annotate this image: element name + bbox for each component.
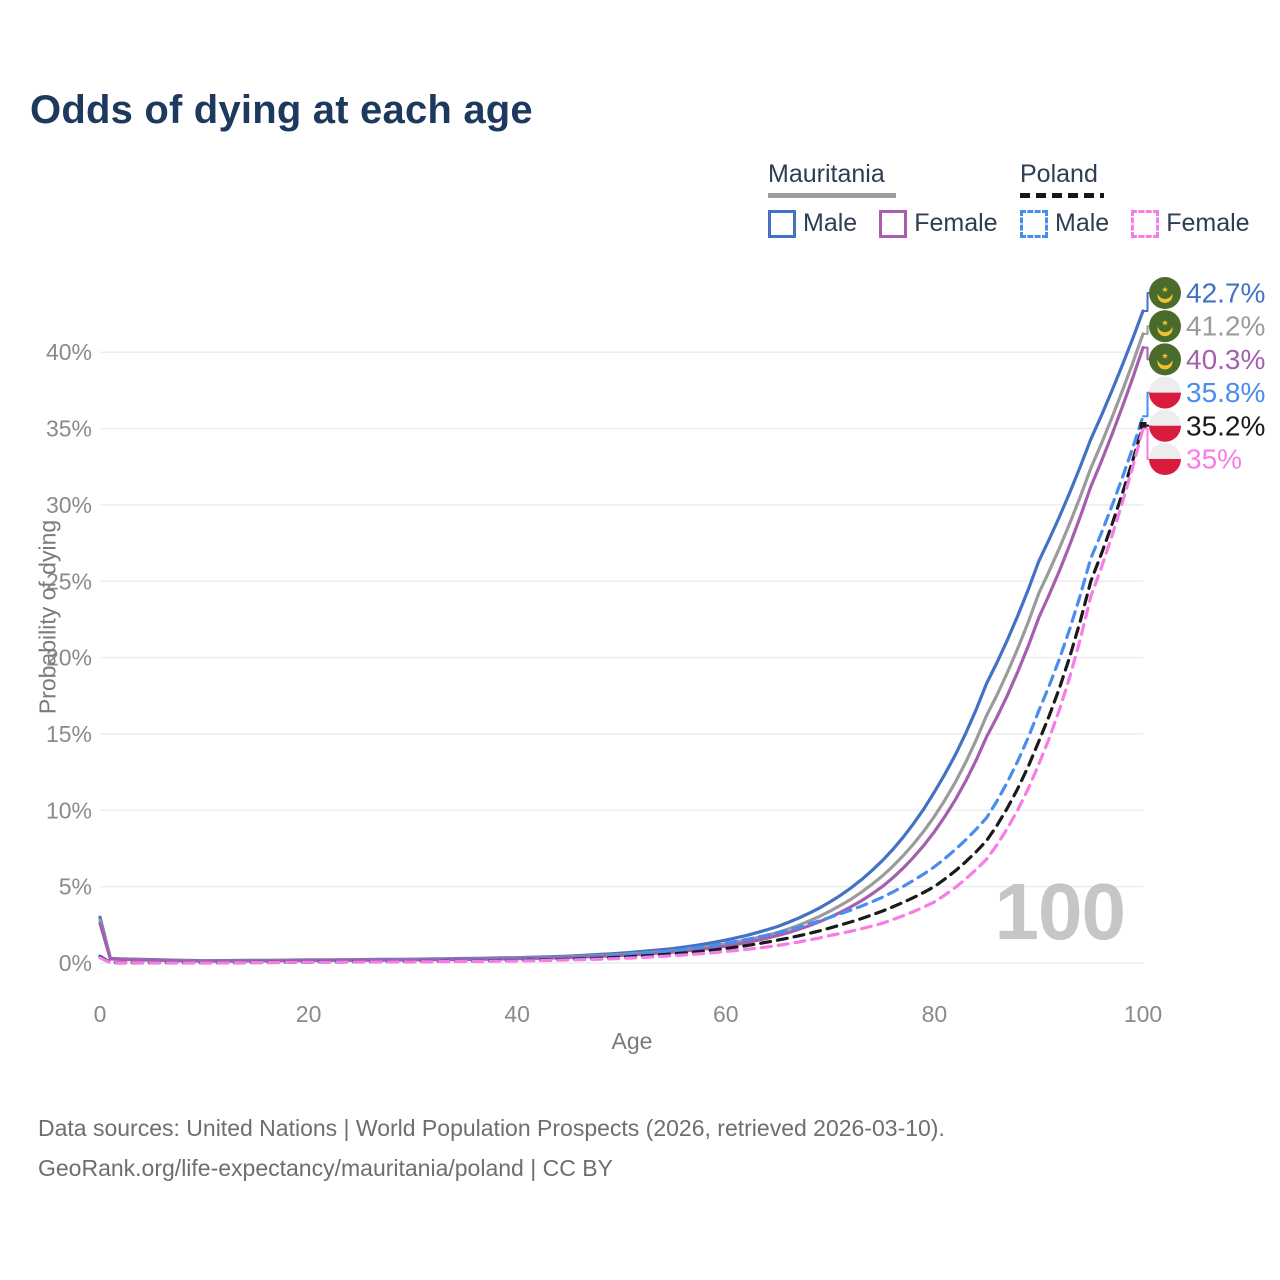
end-value-label-mrt-both: 41.2% — [1186, 311, 1265, 342]
series-line-pol-female[interactable] — [98, 427, 1145, 965]
page-title: Odds of dying at each age — [30, 88, 533, 132]
legend-item-mauritania-female[interactable]: Female — [879, 209, 998, 238]
y-tick-label: 35% — [46, 416, 92, 442]
y-tick-label: 40% — [46, 339, 92, 365]
x-tick-label: 0 — [94, 1001, 107, 1027]
x-axis-title: Age — [611, 1028, 653, 1054]
legend-group-mauritania: Mauritania Male Female — [768, 160, 998, 238]
y-tick-label: 10% — [46, 797, 92, 823]
mauritania-line-style-swatch — [768, 193, 896, 198]
y-tick-label: 25% — [46, 568, 92, 594]
y-tick-label: 5% — [59, 874, 92, 900]
end-value-label-mrt-male: 42.7% — [1186, 278, 1265, 309]
poland-flag-icon — [1149, 409, 1181, 442]
legend-item-label: Female — [914, 209, 998, 237]
legend-item-label: Female — [1166, 209, 1250, 237]
mauritania-flag-icon — [1149, 343, 1181, 376]
y-tick-label: 20% — [46, 645, 92, 671]
mauritania-male-checkbox — [768, 209, 796, 238]
y-tick-label: 30% — [46, 492, 92, 518]
mauritania-female-checkbox — [879, 209, 908, 238]
legend-header-poland[interactable]: Poland — [1020, 160, 1098, 188]
mauritania-flag-icon — [1149, 310, 1181, 343]
mauritania-flag-icon — [1149, 277, 1181, 309]
y-tick-label: 0% — [59, 950, 92, 976]
legend-header-mauritania[interactable]: Mauritania — [768, 160, 885, 188]
series-line-mrt-male[interactable] — [98, 309, 1145, 963]
legend-item-poland-female[interactable]: Female — [1131, 209, 1250, 238]
x-tick-label: 80 — [922, 1001, 948, 1027]
footer: Data sources: United Nations | World Pop… — [38, 1108, 945, 1188]
legend-item-poland-male[interactable]: Male — [1020, 209, 1109, 238]
poland-female-checkbox — [1131, 209, 1160, 238]
y-tick-label: 15% — [46, 721, 92, 747]
legend-item-label: Male — [1055, 209, 1110, 237]
series-end-marker-pol-both — [1139, 421, 1147, 429]
end-value-label-pol-both: 35.2% — [1186, 410, 1265, 441]
attribution-line: GeoRank.org/life-expectancy/mauritania/p… — [38, 1155, 613, 1181]
x-tick-label: 40 — [504, 1001, 530, 1027]
y-axis-title: Probability of dying — [34, 519, 61, 715]
legend-item-label: Male — [803, 209, 858, 237]
poland-line-style-swatch — [1020, 193, 1104, 198]
poland-male-checkbox — [1020, 209, 1048, 238]
legend-item-mauritania-male[interactable]: Male — [768, 209, 857, 238]
x-tick-label: 60 — [713, 1001, 739, 1027]
x-tick-label: 100 — [1124, 1001, 1162, 1027]
age-watermark: 100 — [994, 867, 1126, 956]
poland-flag-icon — [1149, 443, 1181, 475]
end-value-label-pol-male: 35.8% — [1186, 377, 1265, 408]
x-tick-label: 20 — [296, 1001, 322, 1027]
legend-group-poland: Poland Male Female — [1020, 160, 1250, 238]
end-value-label-mrt-female: 40.3% — [1186, 344, 1265, 375]
series-line-mrt-female[interactable] — [98, 346, 1145, 963]
end-value-label-pol-female: 35% — [1186, 444, 1242, 475]
data-sources-line: Data sources: United Nations | World Pop… — [38, 1115, 945, 1141]
poland-flag-icon — [1149, 376, 1181, 409]
